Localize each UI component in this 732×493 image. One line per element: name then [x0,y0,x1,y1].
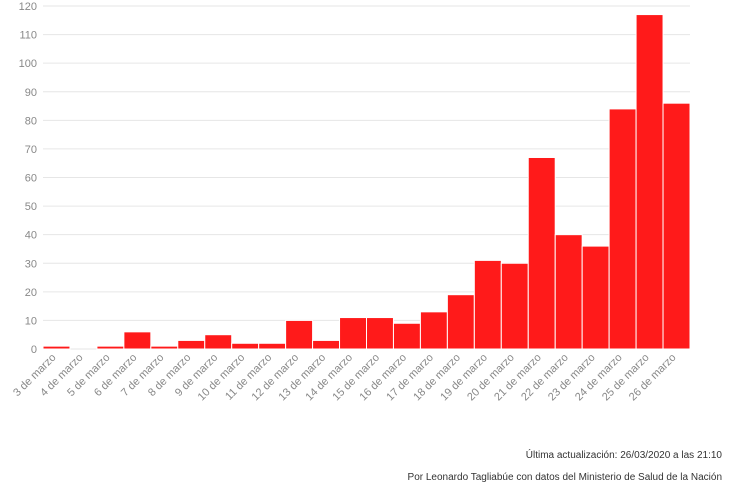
bar [419,311,448,350]
bar [150,345,179,350]
y-tick-label: 10 [25,315,37,327]
bar [662,102,691,350]
credit-note: Por Leonardo Tagliabúe con datos del Min… [407,472,722,483]
bar [608,108,637,350]
grid-lines [43,5,690,350]
y-tick-label: 120 [19,1,37,13]
bar [258,342,287,350]
bar [123,331,152,350]
y-tick-label: 60 [25,173,37,185]
bar [231,342,260,350]
y-tick-label: 70 [25,144,37,156]
last-updated-note: Última actualización: 26/03/2020 a las 2… [525,450,722,461]
y-tick-label: 100 [19,58,37,70]
bar [204,334,233,350]
bar-chart: 0 10 20 30 40 50 60 70 80 90 100 110 120 3 de marzo4… [11,1,691,404]
bar [285,319,314,350]
bar [392,322,421,350]
bar [473,259,502,350]
bar [366,317,394,350]
bar [96,345,125,350]
y-tick-label: 20 [25,287,37,299]
bar [42,345,71,350]
y-tick-label: 110 [19,30,37,42]
y-tick-label: 90 [25,87,37,99]
bar [312,339,341,350]
bars [42,14,691,350]
bar [581,245,610,350]
bar [446,294,475,350]
bar [500,262,529,350]
y-tick-label: 0 [31,344,37,356]
y-tick-label: 50 [25,201,37,213]
bar [177,339,206,350]
y-tick-label: 80 [25,115,37,127]
bar [339,317,367,350]
y-tick-label: 40 [25,230,37,242]
y-axis-ticks: 0 10 20 30 40 50 60 70 80 90 100 110 120 [19,1,37,356]
bar [527,156,556,350]
bar [554,234,583,350]
bar [635,14,664,350]
y-tick-label: 30 [25,258,37,270]
